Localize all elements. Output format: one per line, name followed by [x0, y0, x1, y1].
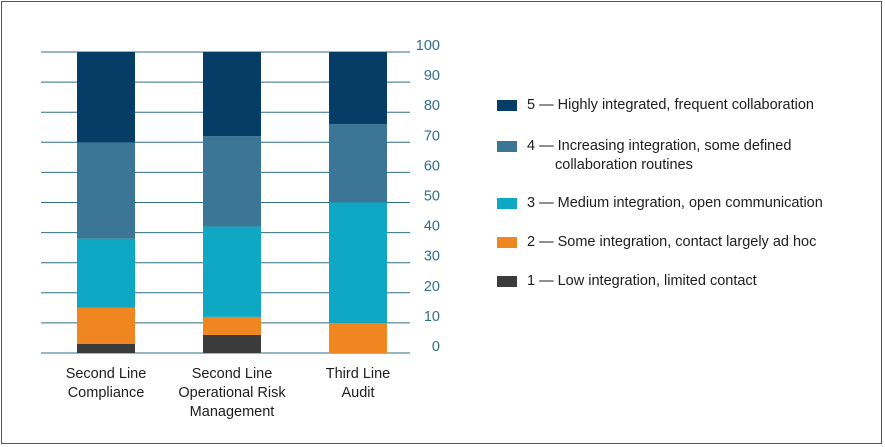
- legend-item: 4 — Increasing integration, some defined…: [497, 137, 791, 175]
- y-tick-label: 20: [424, 279, 440, 295]
- bar-segment: [77, 52, 135, 143]
- y-tick-label: 10: [424, 309, 440, 325]
- bar-segment: [203, 52, 261, 137]
- y-tick-label: 50: [424, 189, 440, 205]
- bar-segment: [77, 142, 135, 239]
- y-tick-label: 0: [432, 339, 440, 355]
- legend-label: 4 — Increasing integration, some defined…: [527, 137, 791, 175]
- legend-label: 3 — Medium integration, open communicati…: [527, 194, 823, 213]
- bar-segment: [329, 202, 387, 323]
- bar-segment: [329, 322, 387, 353]
- y-tick-label: 40: [424, 219, 440, 235]
- legend-swatch: [497, 141, 517, 152]
- bar-segment: [77, 307, 135, 344]
- y-tick-label: 90: [424, 68, 440, 84]
- bar-segment: [329, 52, 387, 125]
- bar-segment: [77, 343, 135, 353]
- legend-label-line: 5 — Highly integrated, frequent collabor…: [527, 97, 814, 113]
- y-axis-ticks: 0 10 20 30 40 50 60 70 80 90 100: [416, 38, 440, 355]
- legend-item: 2 — Some integration, contact largely ad…: [497, 233, 816, 252]
- y-tick-label: 70: [424, 128, 440, 144]
- legend-label-line: 4 — Increasing integration, some defined: [527, 138, 792, 154]
- legend-swatch: [497, 100, 517, 111]
- bar-segment: [203, 226, 261, 317]
- legend-item: 3 — Medium integration, open communicati…: [497, 194, 823, 213]
- legend-label: 5 — Highly integrated, frequent collabor…: [527, 96, 814, 115]
- bar-segment: [203, 316, 261, 335]
- legend-swatch: [497, 237, 517, 248]
- bars: [77, 52, 387, 353]
- legend-label: 2 — Some integration, contact largely ad…: [527, 233, 816, 252]
- bar-segment: [203, 334, 261, 353]
- legend-label-line: 2 — Some integration, contact largely ad…: [527, 234, 817, 250]
- legend-label-line: 3 — Medium integration, open communicati…: [527, 195, 823, 211]
- legend-swatch: [497, 198, 517, 209]
- y-tick-label: 80: [424, 98, 440, 114]
- y-tick-label: 30: [424, 249, 440, 265]
- legend-swatch: [497, 276, 517, 287]
- bar-segment: [203, 136, 261, 227]
- x-category-label: Second Line Operational Risk Management: [178, 366, 286, 420]
- legend-item: 1 — Low integration, limited contact: [497, 272, 757, 291]
- bar-segment: [329, 124, 387, 203]
- y-tick-label: 60: [424, 158, 440, 174]
- x-category-label: Third Line Audit: [326, 366, 390, 401]
- legend-label-line: collaboration routines: [555, 157, 693, 173]
- legend-item: 5 — Highly integrated, frequent collabor…: [497, 96, 814, 115]
- bar-segment: [77, 238, 135, 308]
- legend-label: 1 — Low integration, limited contact: [527, 272, 757, 291]
- x-axis-labels: Second Line Compliance Second Line Operatio…: [66, 366, 391, 420]
- y-tick-label: 100: [416, 38, 440, 54]
- x-category-label: Second Line Compliance: [66, 366, 147, 401]
- legend-label-line: 1 — Low integration, limited contact: [527, 273, 757, 289]
